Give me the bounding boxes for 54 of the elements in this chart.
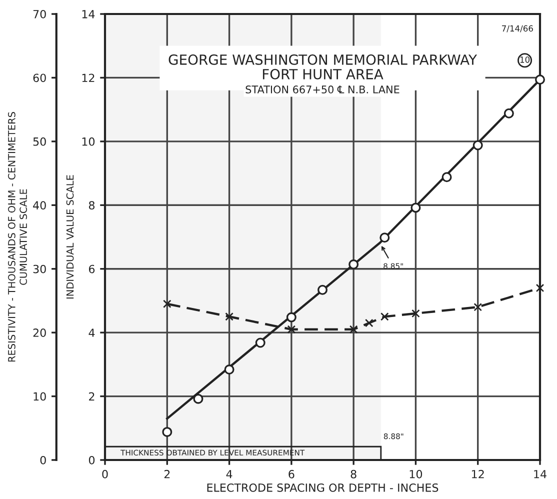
y2-tick-label: 70 — [33, 10, 46, 18]
y-tick-label: 4 — [88, 328, 95, 337]
x-tick-label: 6 — [288, 470, 294, 478]
text: FORT HUNT AREA — [262, 68, 384, 80]
annotation: STATION 667+50 ℄ N.B. LANE — [246, 86, 400, 94]
point — [318, 284, 328, 295]
y-tick-label: 12 — [82, 74, 94, 82]
y-tick-label: 6 — [88, 264, 95, 274]
point — [225, 312, 234, 321]
y-axis-title: INDIVIDUAL VALUE SCALE — [66, 175, 74, 298]
point — [287, 325, 296, 334]
point — [348, 259, 359, 270]
y2-tick-label: 30 — [33, 264, 46, 274]
point — [255, 338, 266, 348]
y2-tick-label: 20 — [33, 328, 46, 337]
y-tick-label: 0 — [88, 456, 95, 464]
point — [364, 318, 374, 328]
point — [504, 108, 514, 118]
y2-tick-label: 50 — [33, 137, 46, 146]
point — [536, 284, 544, 292]
text: GEORGE WASHINGTON MEMORIAL PARKWAY — [168, 54, 478, 65]
annotation: 7/14/66 — [502, 25, 533, 32]
x-tick-label: 0 — [102, 470, 108, 478]
y-tick-label: 10 — [82, 137, 95, 146]
x-tick-label: 14 — [534, 470, 546, 478]
y2-tick-label: 60 — [33, 74, 46, 82]
point — [535, 74, 545, 85]
x-tick-label: 8 — [350, 470, 356, 478]
x-tick-label: 10 — [410, 470, 422, 478]
y2-tick-label: 0 — [40, 456, 46, 464]
x-tick-label: 2 — [164, 470, 170, 478]
point — [162, 300, 172, 308]
x-axis-title: ELECTRODE SPACING OR DEPTH - INCHES — [207, 483, 438, 492]
point — [162, 426, 172, 437]
point — [442, 172, 452, 182]
point — [474, 302, 482, 312]
y2-axis-title: RESISTIVITY - THOUSANDS OF OHM - CENTIMETERS CUMULATIVE SCALE — [8, 112, 27, 362]
point — [286, 312, 296, 322]
point — [380, 312, 389, 321]
point — [410, 202, 421, 213]
y-tick-label: 2 — [89, 392, 94, 401]
point — [412, 309, 420, 318]
point — [224, 364, 234, 375]
x-tick-label: 12 — [472, 470, 484, 478]
point — [349, 325, 358, 334]
y-tick-label: 8 — [88, 201, 95, 210]
y-tick-label: 14 — [82, 10, 95, 18]
point — [472, 140, 483, 150]
y2-tick-label: 10 — [34, 392, 46, 401]
point — [380, 232, 390, 243]
y2-tick-label: 40 — [33, 201, 46, 210]
point — [193, 394, 204, 404]
annotation: 10 — [520, 56, 530, 63]
x-tick-label: 4 — [226, 470, 232, 478]
